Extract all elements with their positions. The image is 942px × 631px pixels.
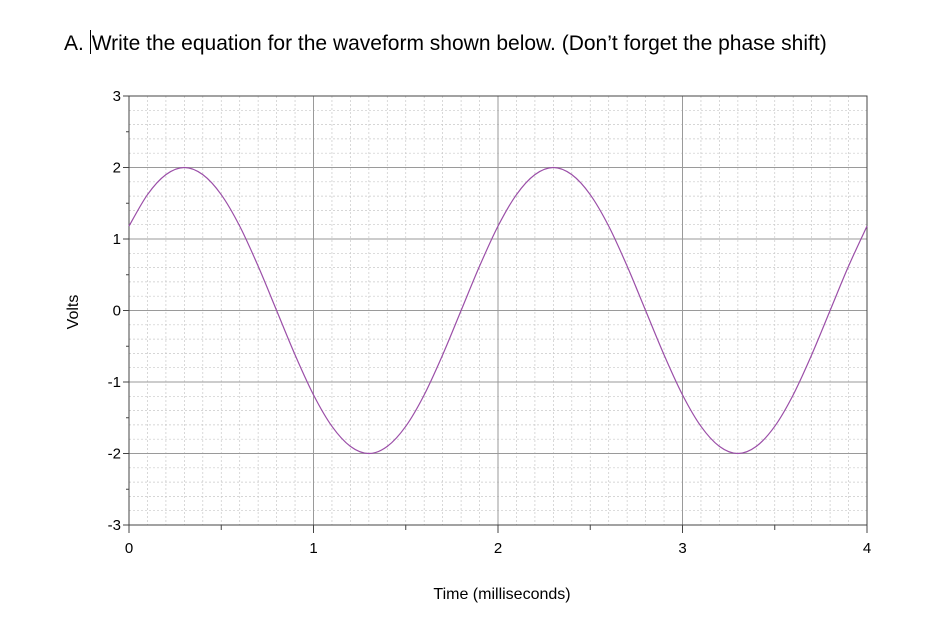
x-tick-label: 3 — [678, 540, 686, 557]
y-tick-label: 0 — [113, 303, 121, 320]
y-tick-labels: 3 2 1 0 -1 -2 -3 — [108, 88, 121, 534]
question-text: A. Write the equation for the waveform s… — [64, 30, 827, 56]
y-axis-label: Volts — [65, 295, 82, 330]
axis-ticks — [123, 95, 868, 533]
x-tick-label: 4 — [863, 540, 871, 557]
x-tick-labels: 0 1 2 3 4 — [125, 540, 871, 557]
x-tick-label: 0 — [125, 540, 133, 557]
y-tick-label: -1 — [108, 374, 121, 391]
y-tick-label: 3 — [113, 88, 121, 105]
y-tick-label: -2 — [108, 446, 121, 463]
major-gridlines — [129, 96, 867, 525]
series-line-waveform — [128, 166, 868, 455]
x-tick-label: 2 — [494, 540, 502, 557]
x-axis-label: Time (milliseconds) — [433, 586, 570, 603]
x-tick-label: 1 — [309, 540, 317, 557]
y-tick-label: 2 — [113, 160, 121, 177]
y-tick-label: 1 — [113, 231, 121, 248]
text-cursor — [89, 30, 91, 54]
question-prefix: A. — [64, 32, 84, 55]
y-tick-label: -3 — [108, 517, 121, 534]
question-body: Write the equation for the waveform show… — [91, 32, 827, 55]
